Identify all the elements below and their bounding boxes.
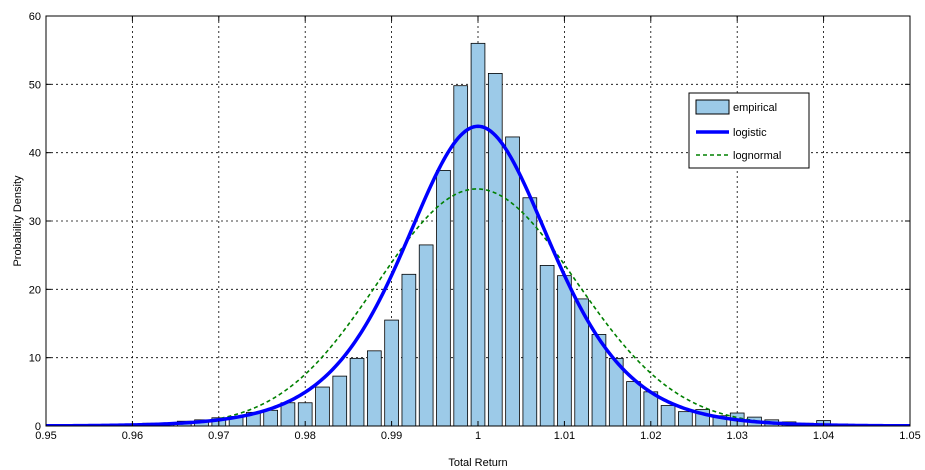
x-tick-label: 1 <box>475 430 481 442</box>
x-tick-label: 1.04 <box>813 430 834 442</box>
legend-label-empirical: empirical <box>733 102 777 114</box>
histogram-bar <box>384 319 399 426</box>
histogram-bar <box>315 386 330 426</box>
x-tick-label: 1.05 <box>899 430 920 442</box>
histogram-bar <box>436 170 451 426</box>
histogram-bar <box>280 402 296 426</box>
legend: empirical logistic lognormal <box>688 92 810 169</box>
histogram-bar <box>505 136 520 426</box>
x-tick-label: 0.96 <box>122 430 143 442</box>
histogram-bar <box>660 405 676 426</box>
x-tick-label: 0.95 <box>35 430 56 442</box>
y-tick-label: 10 <box>29 353 41 365</box>
histogram-bar <box>626 381 641 426</box>
y-tick-label: 40 <box>29 148 41 160</box>
y-tick-label: 30 <box>29 216 41 228</box>
y-tick-label: 0 <box>35 421 41 433</box>
x-tick-label: 0.98 <box>294 430 315 442</box>
histogram-bar <box>557 275 572 426</box>
histogram-bar <box>539 265 555 426</box>
x-tick-label: 0.99 <box>381 430 402 442</box>
logistic-curve <box>46 124 910 426</box>
y-tick-label: 60 <box>29 11 41 23</box>
y-tick-label: 50 <box>29 79 41 91</box>
axis-ticks <box>45 15 911 427</box>
y-tick-label: 20 <box>29 284 41 296</box>
histogram-bar <box>678 411 693 426</box>
x-axis-label: Total Return <box>448 457 507 469</box>
histogram-bar <box>367 350 382 426</box>
histogram-bar <box>263 409 278 426</box>
x-tick-label: 1.02 <box>640 430 661 442</box>
x-tick-label: 0.97 <box>208 430 229 442</box>
histogram-bar <box>418 244 434 426</box>
fit-curves <box>46 124 910 426</box>
legend-label-lognormal: lognormal <box>733 150 781 162</box>
x-tick-label: 1.01 <box>554 430 575 442</box>
histogram-bars <box>46 42 910 426</box>
histogram-bar <box>332 375 348 426</box>
histogram-bar <box>349 357 365 426</box>
y-tick-labels: 0 10 20 30 40 50 60 <box>29 11 41 433</box>
histogram-bar <box>470 42 486 426</box>
histogram-bar <box>487 73 503 426</box>
legend-swatch-empirical <box>695 99 730 115</box>
x-tick-labels: 0.95 0.96 0.97 0.98 0.99 1 1.01 1.02 1.03 1.04 1.0… <box>35 430 920 442</box>
legend-label-logistic: logistic <box>733 127 767 139</box>
x-tick-label: 1.03 <box>726 430 747 442</box>
histogram-bar <box>608 357 624 426</box>
histogram-bar <box>401 273 417 426</box>
histogram-bar <box>522 197 538 426</box>
y-axis-label: Probability Density <box>12 175 24 267</box>
